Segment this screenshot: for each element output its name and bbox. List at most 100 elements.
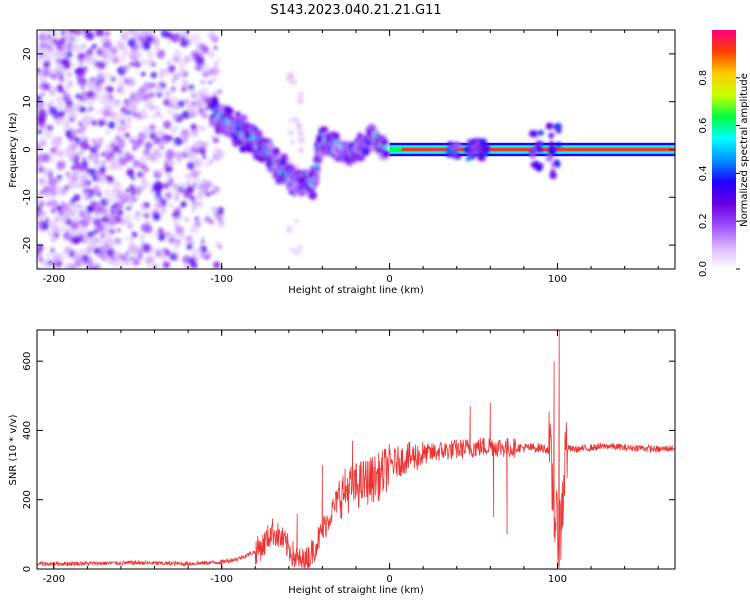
noise-blob bbox=[146, 265, 152, 269]
noise-blob bbox=[57, 225, 64, 232]
noise-blob bbox=[82, 157, 86, 161]
noise-blob bbox=[165, 89, 171, 96]
noise-blob bbox=[182, 255, 192, 265]
noise-blob bbox=[65, 171, 70, 177]
noise-blob bbox=[198, 42, 206, 51]
noise-blob bbox=[199, 98, 204, 103]
noise-blob bbox=[154, 105, 161, 111]
noise-blob bbox=[51, 38, 59, 45]
colorbar: 0.0 0.2 0.4 0.6 0.8 Normalized spectral ampl… bbox=[698, 30, 750, 277]
noise-blob bbox=[68, 179, 78, 189]
snr-ytick-label: 400 bbox=[22, 421, 33, 440]
noise-blob bbox=[37, 67, 41, 73]
noise-blob bbox=[51, 138, 59, 146]
noise-blob bbox=[55, 96, 63, 104]
noise-blob bbox=[121, 58, 126, 63]
noise-blob bbox=[98, 176, 107, 185]
noise-blob bbox=[98, 247, 107, 256]
noise-blob bbox=[289, 80, 295, 86]
noise-blob bbox=[213, 261, 221, 269]
noise-blob bbox=[165, 149, 175, 159]
noise-blob bbox=[37, 255, 44, 262]
noise-blob bbox=[188, 106, 198, 116]
noise-blob bbox=[132, 213, 142, 222]
noise-blob bbox=[161, 50, 165, 54]
perturbation-blob bbox=[478, 138, 485, 145]
noise-blob bbox=[101, 35, 109, 42]
noise-blob bbox=[57, 150, 65, 158]
noise-blob bbox=[153, 231, 159, 237]
noise-blob bbox=[183, 145, 192, 154]
noise-blob bbox=[57, 253, 66, 261]
noise-blob bbox=[153, 196, 160, 202]
noise-blob bbox=[202, 79, 207, 85]
noise-blob bbox=[58, 104, 64, 110]
noise-blob bbox=[91, 44, 97, 49]
noise-blob bbox=[287, 71, 295, 79]
noise-blob bbox=[65, 129, 73, 138]
noise-blob bbox=[287, 158, 292, 164]
noise-blob bbox=[68, 212, 73, 217]
noise-blob bbox=[116, 209, 124, 217]
noise-blob bbox=[38, 33, 47, 42]
noise-blob bbox=[126, 77, 136, 87]
noise-blob bbox=[42, 60, 51, 69]
noise-blob bbox=[179, 181, 187, 189]
noise-blob bbox=[152, 183, 162, 193]
noise-blob bbox=[201, 184, 206, 189]
noise-blob bbox=[212, 77, 217, 82]
noise-blob bbox=[137, 131, 147, 141]
noise-blob bbox=[297, 136, 305, 144]
noise-blob bbox=[37, 128, 43, 135]
perturbation-blob bbox=[537, 129, 544, 136]
noise-blob bbox=[175, 208, 180, 212]
noise-blob bbox=[142, 81, 152, 91]
noise-blob bbox=[47, 122, 52, 127]
noise-blob bbox=[209, 160, 213, 164]
noise-blob bbox=[73, 249, 79, 255]
noise-blob bbox=[37, 165, 41, 169]
noise-blob bbox=[124, 132, 131, 139]
noise-blob bbox=[95, 223, 105, 233]
noise-blob bbox=[217, 220, 225, 228]
noise-blob bbox=[113, 179, 121, 187]
noise-blob bbox=[79, 140, 89, 150]
noise-blob bbox=[126, 222, 134, 230]
noise-blob bbox=[75, 129, 80, 134]
noise-blob bbox=[78, 121, 84, 127]
noise-blob bbox=[79, 151, 83, 155]
noise-blob bbox=[205, 180, 213, 188]
noise-blob bbox=[56, 160, 66, 170]
noise-blob bbox=[49, 199, 59, 209]
noise-blob bbox=[158, 251, 166, 259]
noise-blob bbox=[289, 247, 294, 252]
noise-blob bbox=[198, 188, 203, 193]
noise-blob bbox=[293, 251, 298, 256]
perturbation-blob bbox=[545, 122, 554, 130]
perturbation-blob bbox=[475, 145, 483, 152]
noise-blob bbox=[156, 154, 161, 159]
ridge-blob bbox=[234, 111, 242, 118]
noise-blob bbox=[129, 204, 133, 208]
noise-blob bbox=[127, 197, 134, 203]
snr-xtick-label: 100 bbox=[548, 574, 567, 585]
noise-blob bbox=[175, 195, 179, 199]
noise-blob bbox=[170, 86, 176, 92]
noise-blob bbox=[146, 30, 155, 36]
noise-blob bbox=[198, 63, 203, 68]
noise-blob bbox=[167, 181, 173, 187]
noise-blob bbox=[121, 53, 125, 58]
noise-blob bbox=[92, 175, 99, 182]
ridge-blob bbox=[381, 149, 391, 158]
noise-blob bbox=[114, 239, 121, 246]
noise-blob bbox=[188, 151, 198, 162]
noise-blob bbox=[214, 241, 222, 248]
noise-blob bbox=[135, 91, 145, 101]
snr-ylabel: SNR (10 * v/v) bbox=[8, 414, 19, 485]
colorbar-tick-label: 0.6 bbox=[698, 118, 709, 134]
noise-blob bbox=[216, 57, 221, 62]
noise-blob bbox=[68, 227, 78, 237]
